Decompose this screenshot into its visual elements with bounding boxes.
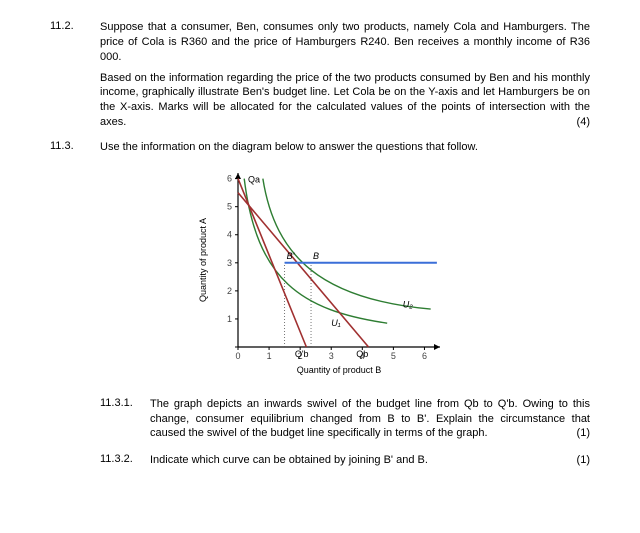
marks: (1) [569,453,590,468]
question-body: Suppose that a consumer, Ben, consumes o… [100,20,590,130]
svg-text:3: 3 [329,351,334,361]
question-text: The graph depicts an inwards swivel of t… [150,398,590,440]
question-11-3-2: 11.3.2. Indicate which curve can be obta… [100,453,590,472]
svg-text:Quantity of product B: Quantity of product B [297,365,382,375]
svg-text:6: 6 [422,351,427,361]
svg-text:1: 1 [227,314,232,324]
svg-text:U₂: U₂ [403,299,413,309]
svg-text:Qa: Qa [248,174,260,184]
svg-text:U₁: U₁ [331,318,340,328]
question-11-3: 11.3. Use the information on the diagram… [50,140,590,155]
svg-text:2: 2 [227,286,232,296]
svg-text:Q'b: Q'b [295,349,309,359]
question-number: 11.3.1. [100,397,150,409]
question-number: 11.2. [50,20,100,32]
svg-text:Qb: Qb [356,349,368,359]
svg-text:5: 5 [391,351,396,361]
svg-text:B: B [313,251,319,261]
svg-text:0: 0 [235,351,240,361]
question-text: Based on the information regarding the p… [100,72,590,129]
svg-text:5: 5 [227,201,232,211]
svg-text:1: 1 [267,351,272,361]
paragraph: Based on the information regarding the p… [100,71,590,130]
budget-indifference-diagram: 1234560123456U₁U₂QbQ'bB'BQaQuantity of p… [190,163,450,383]
question-body: The graph depicts an inwards swivel of t… [150,397,590,442]
question-intro: Use the information on the diagram below… [100,140,590,155]
marks: (1) [569,426,590,441]
question-number: 11.3. [50,140,100,152]
marks: (4) [569,115,590,130]
svg-text:B': B' [287,251,295,261]
question-11-2: 11.2. Suppose that a consumer, Ben, cons… [50,20,590,130]
svg-text:6: 6 [227,173,232,183]
question-text: Indicate which curve can be obtained by … [150,454,428,466]
svg-text:Quantity of product A: Quantity of product A [198,218,208,302]
paragraph: Suppose that a consumer, Ben, consumes o… [100,20,590,65]
question-number: 11.3.2. [100,453,150,465]
svg-text:4: 4 [227,229,232,239]
question-11-3-1: 11.3.1. The graph depicts an inwards swi… [100,397,590,446]
svg-text:3: 3 [227,258,232,268]
page: 11.2. Suppose that a consumer, Ben, cons… [0,0,640,533]
question-body: Indicate which curve can be obtained by … [150,453,590,468]
diagram-wrap: 1234560123456U₁U₂QbQ'bB'BQaQuantity of p… [50,163,590,383]
